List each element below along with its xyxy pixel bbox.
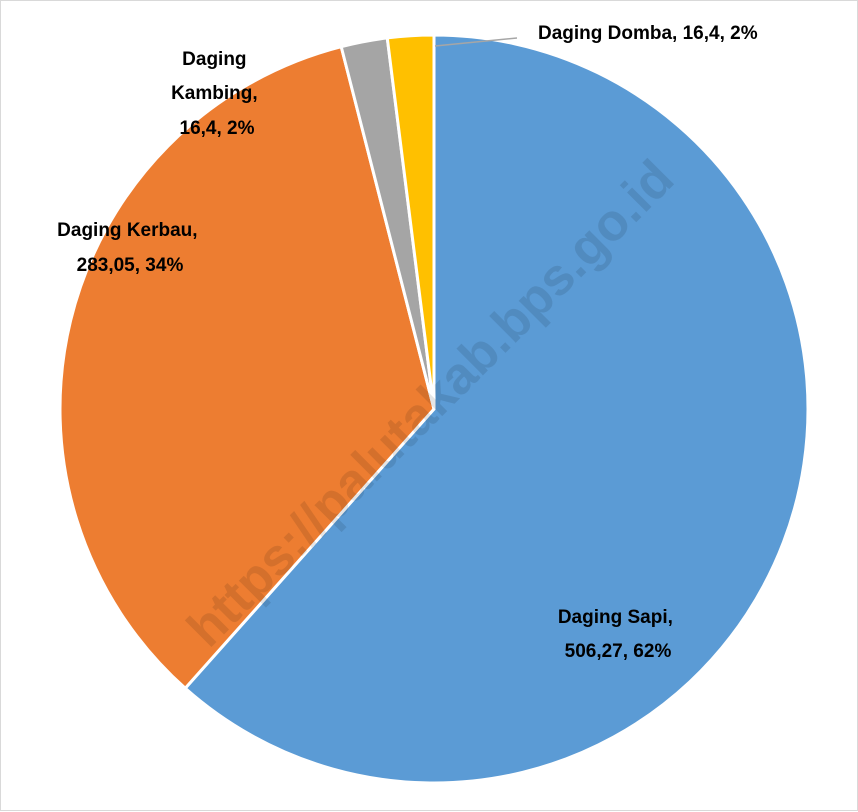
- data-label-kerbau-line-1: Daging Kerbau,: [57, 220, 197, 241]
- pie-slices: [58, 33, 810, 785]
- data-label-kerbau: Daging Kerbau, 283,05, 34%: [57, 220, 203, 276]
- data-label-domba-line-1: Daging Domba, 16,4, 2%: [538, 23, 758, 44]
- data-label-sapi: Daging Sapi, 506,27, 62%: [558, 607, 678, 662]
- data-label-kerbau-line-2: 283,05, 34%: [77, 255, 184, 276]
- pie-slice-daging-kerbau: [58, 45, 436, 690]
- data-label-sapi-line-1: Daging Sapi,: [558, 607, 673, 628]
- data-label-kambing-line-1: Daging: [182, 49, 246, 70]
- data-label-domba: Daging Domba, 16,4, 2%: [538, 23, 758, 44]
- data-label-kambing: Daging Kambing, 16,4, 2%: [171, 49, 263, 139]
- data-label-kambing-line-2: Kambing,: [171, 83, 258, 104]
- data-label-kambing-line-3: 16,4, 2%: [180, 118, 255, 139]
- data-label-sapi-line-2: 506,27, 62%: [565, 641, 672, 662]
- pie-slice-daging-domba: [385, 33, 436, 411]
- leader-line-domba: [434, 37, 518, 47]
- pie-slice-daging-sapi: [183, 33, 810, 785]
